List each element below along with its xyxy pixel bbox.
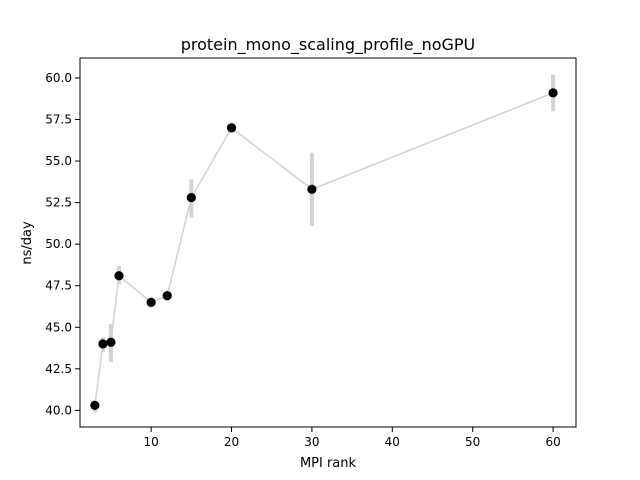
x-tick-label: 60 [545,435,560,449]
y-tick-label: 60.0 [45,71,72,85]
data-point [162,291,172,301]
x-tick-label: 10 [144,435,159,449]
data-point [186,193,196,203]
data-point [106,337,116,347]
axes-frame [79,57,577,428]
x-tick-label: 50 [465,435,480,449]
plot-area: 10 20 30 40 50 60 40.0 42.5 45.0 47.5 50.0 52.5 55.0… [45,57,577,449]
y-tick-label: 40.0 [45,403,72,417]
data-point [98,339,108,349]
x-tick-label: 40 [385,435,400,449]
y-tick-label: 52.5 [45,196,72,210]
x-axis-label: MPI rank [300,456,357,471]
y-tick-label: 45.0 [45,320,72,334]
y-tick-label: 50.0 [45,237,72,251]
data-point [226,123,237,133]
x-tick-label: 20 [224,435,239,449]
data-point [307,184,317,194]
data-point [548,88,558,98]
y-axis-label: ns/day [20,221,35,265]
y-tick-label: 47.5 [45,279,72,293]
y-tick-label: 42.5 [45,362,72,376]
y-tick-label: 57.5 [45,113,72,127]
y-tick-label: 55.0 [45,154,72,168]
x-tick-label: 30 [304,435,319,449]
data-point [114,271,124,281]
data-point [146,297,156,307]
chart-title: protein_mono_scaling_profile_noGPU [181,35,476,55]
data-point [90,400,100,410]
